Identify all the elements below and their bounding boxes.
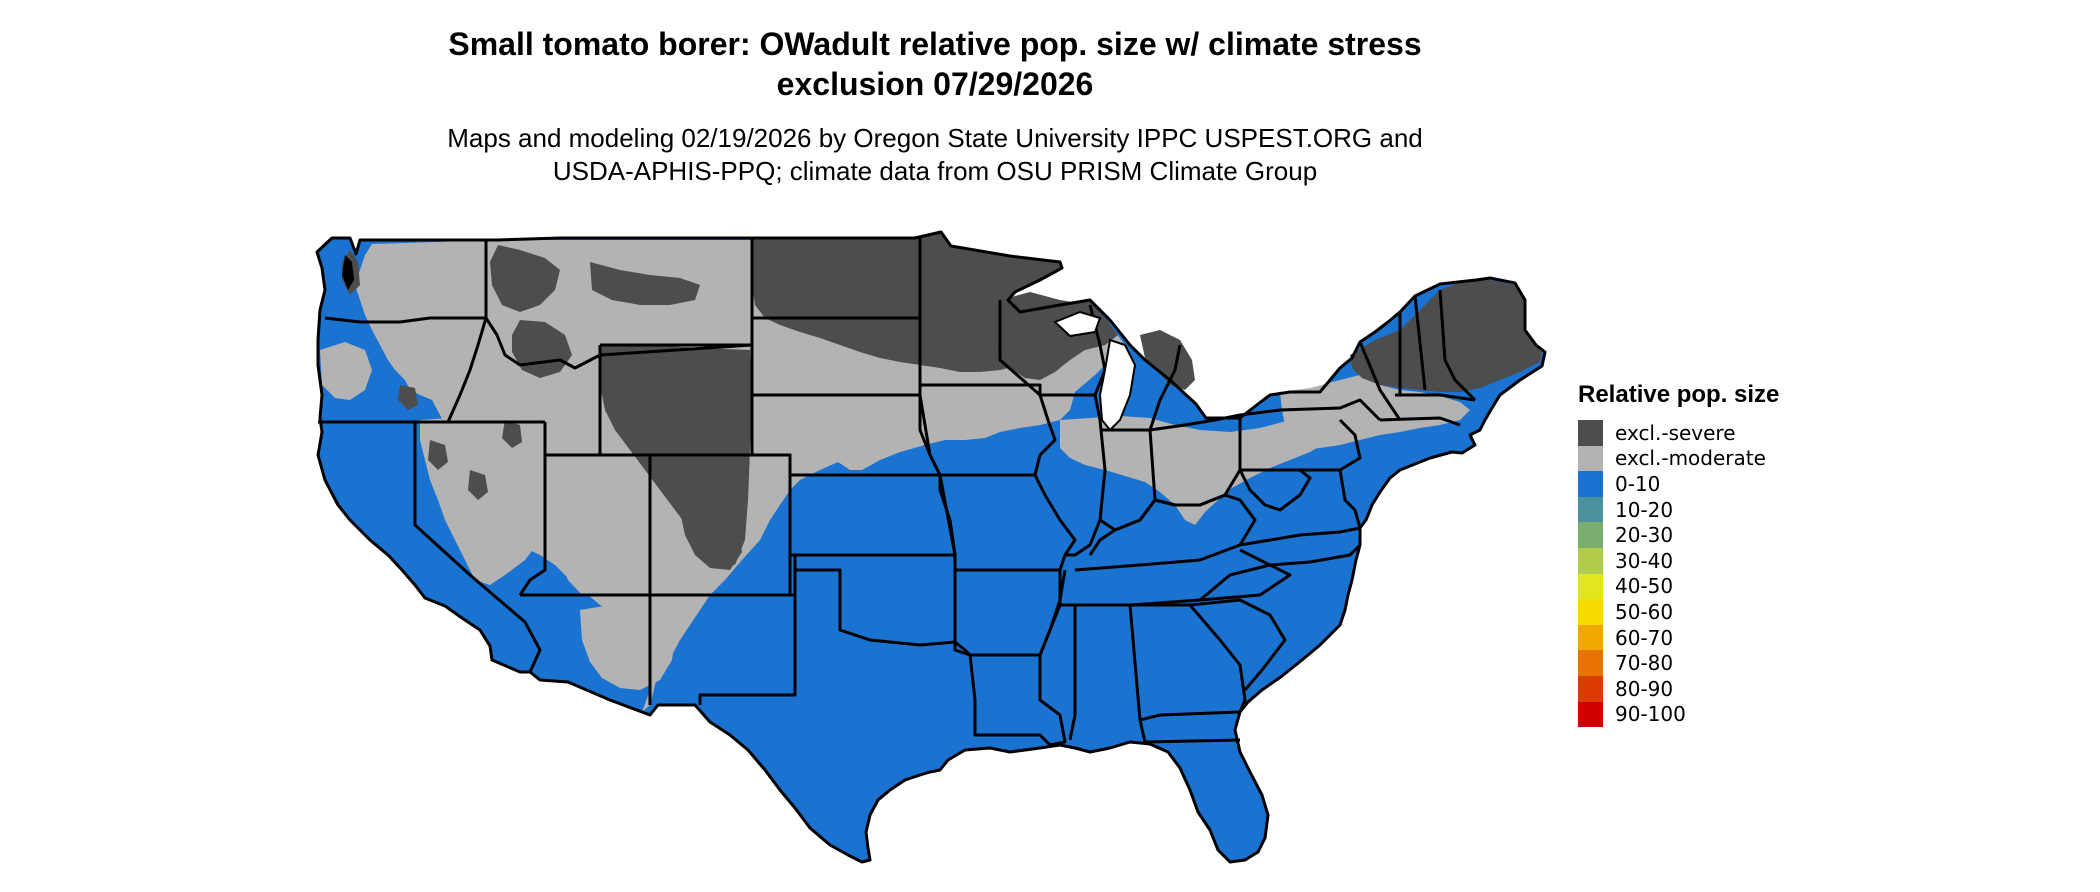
great-lakes (1053, 310, 1137, 432)
map-title-line-2: exclusion 07/29/2026 (776, 66, 1094, 102)
legend-label: 50-60 (1615, 599, 1674, 624)
legend-item: 20-30 (1578, 522, 1878, 548)
legend-swatch (1578, 547, 1603, 574)
legend-label: excl.-severe (1615, 420, 1736, 445)
legend-swatch (1578, 496, 1603, 523)
legend: Relative pop. size excl.-severe excl.-mod… (1578, 380, 1878, 728)
legend-item: 40-50 (1578, 573, 1878, 600)
map-subtitle-line-2: USDA-APHIS-PPQ; climate data from OSU PR… (552, 156, 1318, 186)
legend-swatch (1578, 701, 1603, 728)
legend-label: 70-80 (1615, 651, 1674, 676)
legend-item: excl.-moderate (1578, 445, 1878, 472)
legend-swatch (1578, 650, 1603, 676)
legend-swatch (1578, 445, 1603, 472)
legend-swatch (1578, 471, 1603, 497)
legend-label: 40-50 (1615, 574, 1674, 599)
legend-item: 0-10 (1578, 471, 1878, 497)
legend-label: 30-40 (1615, 548, 1674, 573)
legend-item: excl.-severe (1578, 420, 1878, 446)
state-borders (315, 230, 1547, 864)
legend-swatch (1578, 573, 1603, 600)
map-subtitle-line-1: Maps and modeling 02/19/2026 by Oregon S… (447, 123, 1423, 153)
legend-label: 90-100 (1615, 702, 1686, 727)
legend-item: 30-40 (1578, 547, 1878, 574)
map-title-line-1: Small tomato borer: OWadult relative pop… (448, 26, 1422, 62)
legend-item: 50-60 (1578, 599, 1878, 625)
puget-sound (342, 255, 354, 290)
legend-item: 70-80 (1578, 650, 1878, 676)
legend-swatch (1578, 599, 1603, 625)
legend-swatch (1578, 420, 1603, 446)
legend-item: 60-70 (1578, 624, 1878, 651)
legend-label: 20-30 (1615, 523, 1674, 548)
legend-item: 80-90 (1578, 675, 1878, 702)
legend-swatch (1578, 522, 1603, 548)
legend-label: 60-70 (1615, 625, 1674, 650)
legend-label: 0-10 (1615, 471, 1661, 496)
legend-item: 90-100 (1578, 701, 1878, 728)
legend-item: 10-20 (1578, 496, 1878, 523)
legend-title: Relative pop. size (1578, 381, 1780, 408)
legend-swatch (1578, 675, 1603, 702)
legend-items: excl.-severe excl.-moderate 0-10 10-20 20-30… (1578, 420, 1878, 728)
legend-label: excl.-moderate (1615, 446, 1766, 471)
legend-label: 80-90 (1615, 676, 1674, 701)
legend-swatch (1578, 624, 1603, 651)
legend-label: 10-20 (1615, 497, 1674, 522)
